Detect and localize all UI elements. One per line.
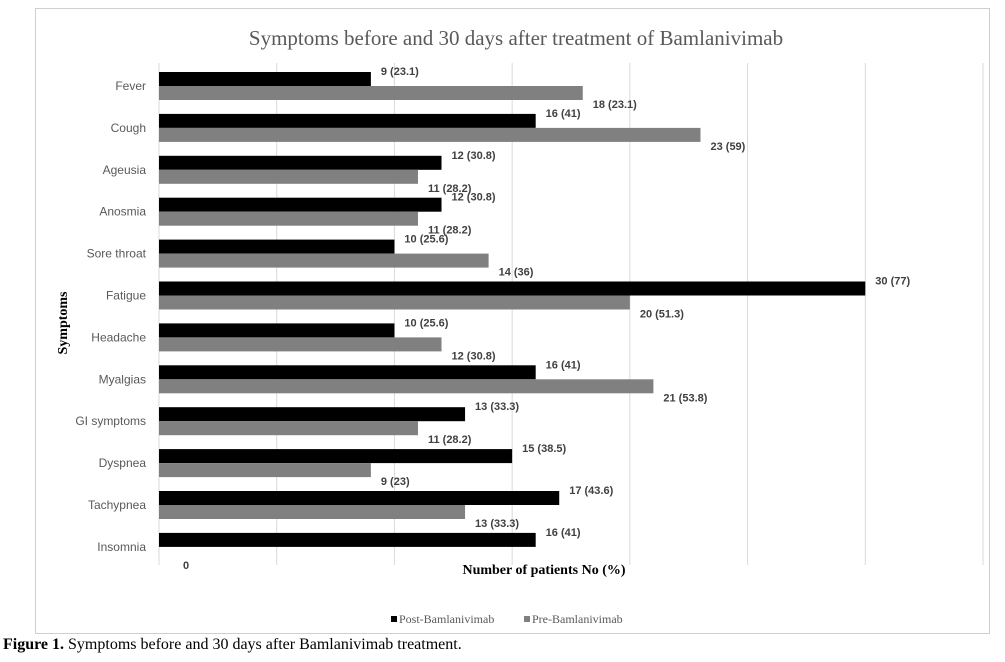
bar-chart: Symptoms before and 30 days after treatm… bbox=[56, 26, 984, 626]
category-label: Anosmia bbox=[99, 205, 146, 219]
category-label: Sore throat bbox=[87, 247, 147, 261]
bar-pre bbox=[159, 505, 466, 519]
category-label: Cough bbox=[111, 121, 146, 135]
category-label: Dyspnea bbox=[99, 456, 147, 470]
bar-pre bbox=[159, 379, 654, 394]
figure-caption: Figure 1. Symptoms before and 30 days af… bbox=[3, 636, 462, 654]
bar-pre bbox=[159, 127, 701, 142]
data-label: 18 (23.1) bbox=[593, 99, 637, 111]
data-label: 16 (41) bbox=[546, 527, 581, 539]
chart-frame: Symptoms before and 30 days after treatm… bbox=[35, 8, 990, 634]
data-label: 10 (25.6) bbox=[404, 317, 448, 329]
data-label: 12 (30.8) bbox=[452, 192, 496, 204]
bar-post bbox=[159, 407, 466, 422]
bar-pre bbox=[159, 463, 371, 478]
bar-post bbox=[159, 155, 442, 170]
bar-pre bbox=[159, 169, 418, 184]
caption-text: Symptoms before and 30 days after Bamlan… bbox=[64, 636, 462, 653]
category-label: Headache bbox=[91, 330, 146, 344]
data-label: 13 (33.3) bbox=[475, 518, 519, 530]
data-label: 11 (28.2) bbox=[428, 225, 472, 237]
data-label: 13 (33.3) bbox=[475, 401, 519, 413]
bar-post bbox=[159, 113, 536, 128]
category-label: Fever bbox=[115, 79, 146, 93]
data-label: 30 (77) bbox=[875, 276, 910, 288]
legend-entry: Pre-Bamlanivimab bbox=[532, 612, 623, 626]
bar-pre bbox=[159, 421, 418, 436]
bar-post bbox=[159, 532, 536, 547]
bar-post bbox=[159, 323, 395, 338]
bar-pre bbox=[159, 337, 442, 352]
data-label: 15 (38.5) bbox=[522, 443, 566, 455]
category-label: Myalgias bbox=[99, 372, 146, 386]
data-label: 10 (25.6) bbox=[404, 234, 448, 246]
bar-post bbox=[159, 491, 560, 505]
category-label: GI symptoms bbox=[75, 414, 146, 428]
data-label: 17 (43.6) bbox=[569, 485, 613, 497]
data-label: 16 (41) bbox=[546, 108, 581, 120]
category-label: Fatigue bbox=[106, 289, 146, 303]
caption-label: Figure 1. bbox=[3, 636, 65, 653]
bar-post bbox=[159, 197, 442, 212]
legend: Post-Bamlanivimab Pre-Bamlanivimab bbox=[391, 612, 623, 626]
bar-post bbox=[159, 365, 536, 380]
chart-title: Symptoms before and 30 days after treatm… bbox=[249, 26, 783, 50]
data-label: 21 (53.8) bbox=[663, 392, 707, 404]
data-label: 9 (23.1) bbox=[381, 66, 419, 78]
bar-pre bbox=[159, 253, 489, 268]
data-label: 9 (23) bbox=[381, 476, 410, 488]
category-label: Ageusia bbox=[103, 163, 147, 177]
bar-pre bbox=[159, 211, 418, 226]
bar-post bbox=[159, 239, 395, 254]
bar-post bbox=[159, 449, 513, 464]
data-label: 23 (59) bbox=[710, 141, 745, 153]
data-label: 14 (36) bbox=[499, 267, 534, 279]
x-axis-title: Number of patients No (%) bbox=[462, 563, 625, 578]
bar-post bbox=[159, 281, 866, 296]
category-label: Insomnia bbox=[97, 540, 146, 554]
data-label: 11 (28.2) bbox=[428, 183, 472, 195]
legend-swatch bbox=[391, 616, 397, 622]
data-label: 20 (51.3) bbox=[640, 309, 684, 321]
legend-swatch bbox=[524, 616, 530, 622]
data-label: 0 bbox=[183, 560, 189, 572]
data-label: 12 (30.8) bbox=[452, 150, 496, 162]
bar-pre bbox=[159, 86, 583, 100]
data-label: 12 (30.8) bbox=[452, 350, 496, 362]
data-label: 16 (41) bbox=[546, 359, 581, 371]
bar-pre bbox=[159, 295, 630, 310]
category-label: Tachypnea bbox=[88, 498, 146, 512]
data-label: 11 (28.2) bbox=[428, 434, 472, 446]
y-axis-title: Symptoms bbox=[56, 291, 71, 355]
legend-entry: Post-Bamlanivimab bbox=[399, 612, 494, 626]
bar-post bbox=[159, 72, 371, 86]
